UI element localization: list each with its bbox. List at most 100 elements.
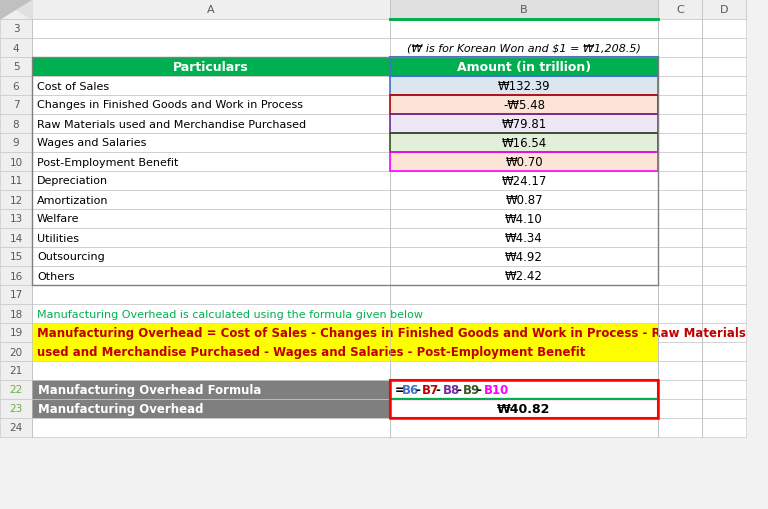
Bar xyxy=(658,247,702,267)
Bar xyxy=(702,77,746,96)
Bar xyxy=(0,115,32,134)
Bar xyxy=(0,229,32,247)
Text: Outsourcing: Outsourcing xyxy=(37,252,104,262)
Text: 5: 5 xyxy=(13,63,19,72)
Text: 23: 23 xyxy=(9,404,22,414)
Bar xyxy=(658,323,702,343)
Bar xyxy=(702,191,746,210)
Bar xyxy=(0,153,32,172)
Bar xyxy=(658,229,702,247)
Text: 14: 14 xyxy=(9,233,22,243)
Bar xyxy=(32,418,390,437)
Text: ₩2.42: ₩2.42 xyxy=(505,269,543,282)
Bar xyxy=(702,153,746,172)
Text: ₩0.70: ₩0.70 xyxy=(505,156,543,168)
Bar xyxy=(702,361,746,380)
Text: 24: 24 xyxy=(9,422,22,433)
Bar xyxy=(702,304,746,323)
Bar xyxy=(702,247,746,267)
Bar xyxy=(658,20,702,39)
Text: -: - xyxy=(477,383,482,396)
Bar xyxy=(0,286,32,304)
Bar xyxy=(390,0,658,20)
Bar xyxy=(702,418,746,437)
Bar xyxy=(702,0,746,20)
Bar xyxy=(702,229,746,247)
Text: 20: 20 xyxy=(9,347,22,357)
Text: Cost of Sales: Cost of Sales xyxy=(37,81,109,91)
Text: 10: 10 xyxy=(9,157,22,167)
Bar xyxy=(658,153,702,172)
Text: 6: 6 xyxy=(13,81,19,91)
Bar xyxy=(702,58,746,77)
Bar xyxy=(702,39,746,58)
Text: Raw Materials used and Merchandise Purchased: Raw Materials used and Merchandise Purch… xyxy=(37,119,306,129)
Bar xyxy=(0,172,32,191)
Bar xyxy=(702,267,746,286)
Text: 3: 3 xyxy=(13,24,19,35)
Text: 9: 9 xyxy=(13,138,19,148)
Text: ₩0.87: ₩0.87 xyxy=(505,193,543,207)
Bar xyxy=(702,115,746,134)
Bar xyxy=(32,58,390,77)
Text: Amount (in trillion): Amount (in trillion) xyxy=(457,61,591,74)
Bar xyxy=(390,115,658,134)
Text: C: C xyxy=(676,5,684,15)
Bar xyxy=(658,96,702,115)
Text: Post-Employment Benefit: Post-Employment Benefit xyxy=(37,157,178,167)
Bar xyxy=(32,191,390,210)
Text: Manufacturing Overhead is calculated using the formula given below: Manufacturing Overhead is calculated usi… xyxy=(37,309,423,319)
Bar xyxy=(390,134,658,153)
Bar xyxy=(0,191,32,210)
Bar xyxy=(32,58,658,286)
Bar xyxy=(658,286,702,304)
Bar xyxy=(702,210,746,229)
Bar xyxy=(0,418,32,437)
Bar xyxy=(0,304,32,323)
Bar xyxy=(702,20,746,39)
Bar xyxy=(390,153,658,172)
Text: 7: 7 xyxy=(13,100,19,110)
Bar xyxy=(32,77,390,96)
Bar xyxy=(32,286,390,304)
Bar xyxy=(390,172,658,191)
Text: ₩4.34: ₩4.34 xyxy=(505,232,543,244)
Bar xyxy=(0,343,32,361)
Bar xyxy=(32,343,658,361)
Bar xyxy=(390,229,658,247)
Text: A: A xyxy=(207,5,215,15)
Bar xyxy=(32,20,390,39)
Bar xyxy=(658,380,702,399)
Bar xyxy=(0,267,32,286)
Bar xyxy=(390,115,658,134)
Text: 15: 15 xyxy=(9,252,22,262)
Text: -: - xyxy=(456,383,461,396)
Bar xyxy=(658,134,702,153)
Bar xyxy=(390,20,658,39)
Text: (₩ is for Korean Won and $1 = ₩1,208.5): (₩ is for Korean Won and $1 = ₩1,208.5) xyxy=(407,43,641,53)
Text: 8: 8 xyxy=(13,119,19,129)
Bar xyxy=(390,77,658,96)
Bar xyxy=(0,58,32,77)
Bar xyxy=(390,418,658,437)
Bar xyxy=(0,134,32,153)
Text: B9: B9 xyxy=(463,383,480,396)
Bar xyxy=(32,399,390,418)
Text: -: - xyxy=(415,383,420,396)
Text: D: D xyxy=(720,5,728,15)
Text: Depreciation: Depreciation xyxy=(37,176,108,186)
Bar xyxy=(0,247,32,267)
Bar xyxy=(32,39,658,58)
Text: ₩16.54: ₩16.54 xyxy=(502,137,547,150)
Bar xyxy=(390,134,658,153)
Bar xyxy=(0,380,32,399)
Text: Particulars: Particulars xyxy=(173,61,249,74)
Bar xyxy=(658,77,702,96)
Text: Welfare: Welfare xyxy=(37,214,80,224)
Text: Manufacturing Overhead = Cost of Sales - Changes in Finished Goods and Work in P: Manufacturing Overhead = Cost of Sales -… xyxy=(37,326,746,340)
Text: 18: 18 xyxy=(9,309,22,319)
Bar xyxy=(390,191,658,210)
Bar xyxy=(0,210,32,229)
Bar xyxy=(390,361,658,380)
Bar xyxy=(658,0,702,20)
